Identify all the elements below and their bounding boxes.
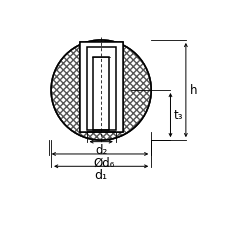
Text: h: h: [190, 84, 197, 96]
Text: d₁: d₁: [95, 168, 108, 181]
Bar: [94, 57, 109, 130]
Text: Ød₆: Ød₆: [94, 156, 115, 169]
Bar: [86, 47, 116, 130]
Text: d₂: d₂: [95, 144, 107, 157]
Bar: [80, 42, 123, 132]
Bar: [80, 42, 86, 132]
Bar: [116, 42, 123, 132]
Circle shape: [51, 40, 151, 140]
Bar: [80, 42, 123, 132]
Bar: [86, 42, 116, 47]
Text: t₃: t₃: [174, 108, 183, 122]
